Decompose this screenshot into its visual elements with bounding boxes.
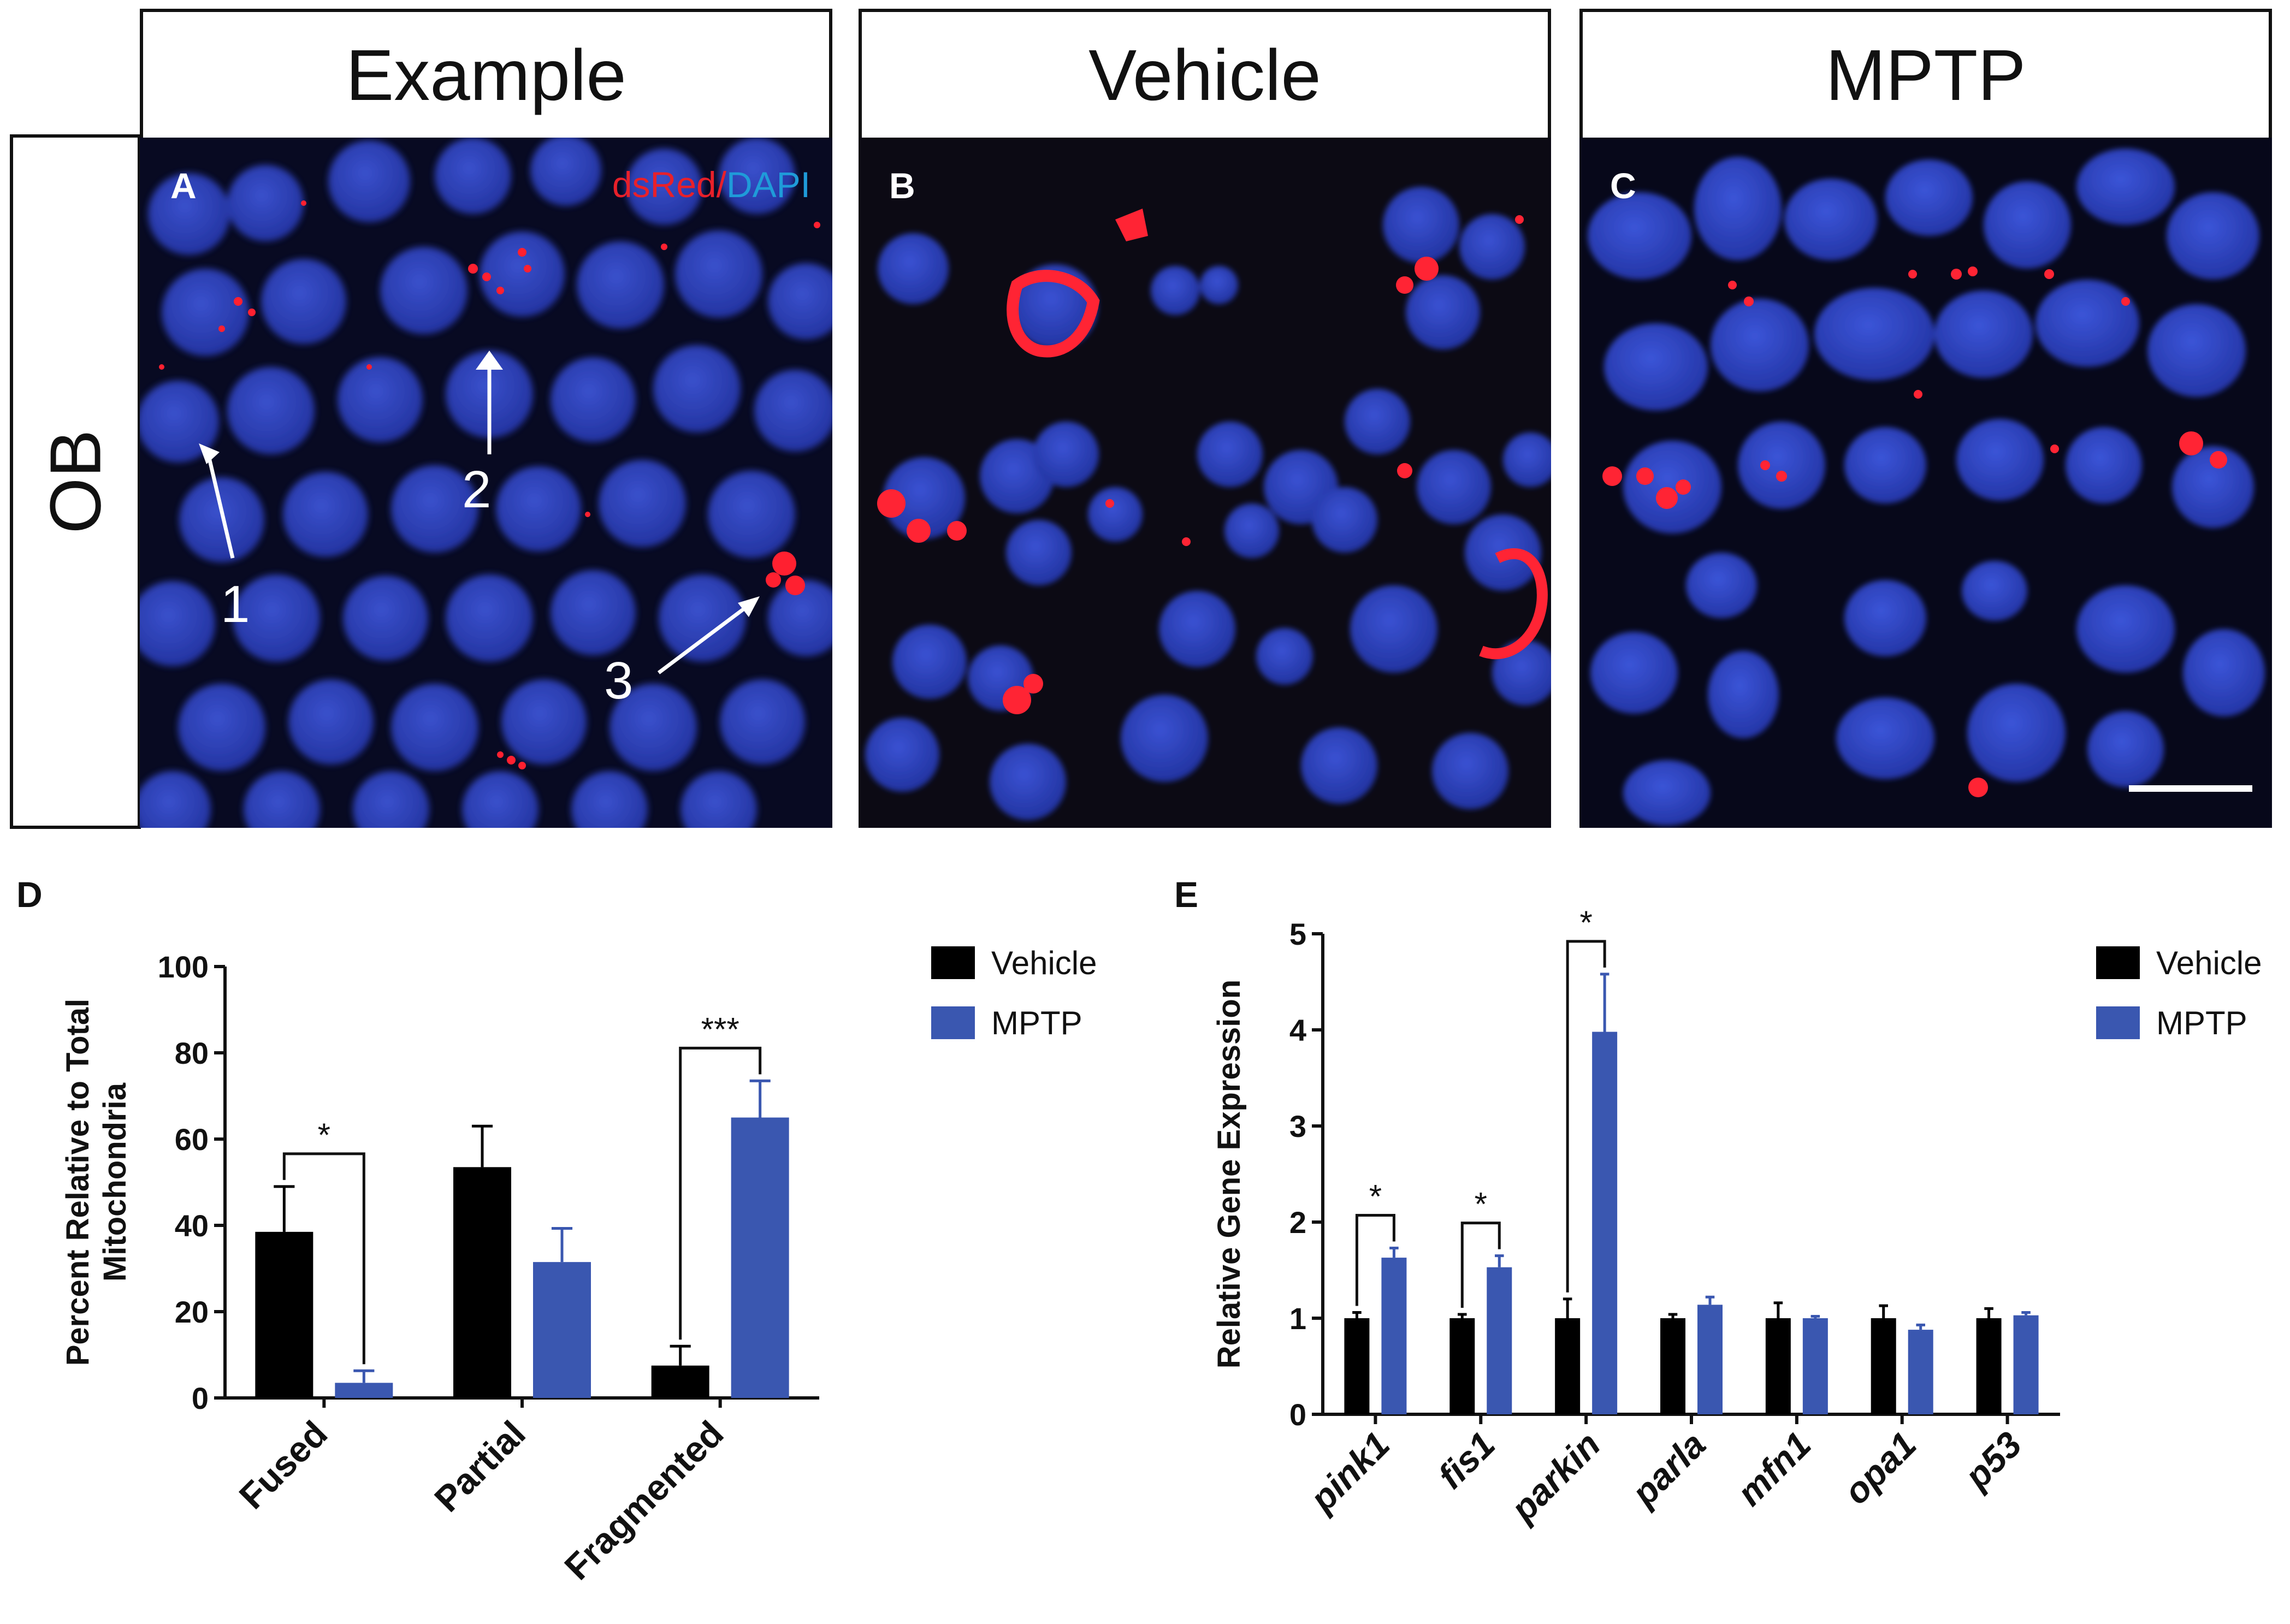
panel-a-label: A — [170, 165, 197, 206]
x-tick-label: mfn1 — [1729, 1424, 1819, 1514]
panel-e-label: E — [1174, 874, 1199, 915]
y-tick-label: 3 — [1289, 1109, 1306, 1143]
chart-e-svg: 0 1 2 3 4 5 pink1 fis1 parkin parla mfn1 opa1 p53 * * *… — [1211, 904, 2262, 1530]
y-tick-label: 60 — [175, 1122, 209, 1157]
stain-legend: dsRed/DAPI — [612, 164, 810, 205]
bar-vehicle — [1660, 1318, 1685, 1414]
y-axis-label: Relative Gene Expression — [1211, 980, 1247, 1368]
x-tick-label: Fragmented — [557, 1413, 731, 1587]
significance-marker: * — [318, 1117, 330, 1153]
legend-label-vehicle: Vehicle — [2156, 945, 2262, 981]
y-axis-label-line2: Mitochondria — [97, 1082, 133, 1282]
column-header-vehicle: Vehicle — [859, 9, 1551, 141]
y-tick-label: 4 — [1289, 1013, 1306, 1047]
bar-vehicle — [1555, 1318, 1581, 1414]
bar-vehicle — [1871, 1318, 1896, 1414]
x-tick-label: p53 — [1956, 1424, 2029, 1497]
legend-label-vehicle: Vehicle — [991, 945, 1097, 981]
significance-marker: * — [1369, 1178, 1382, 1215]
panel-d-label: D — [16, 874, 43, 915]
x-tick-label: parkin — [1502, 1424, 1608, 1530]
significance-marker: *** — [701, 1011, 739, 1047]
legend-swatch-mptp — [2096, 1006, 2140, 1039]
column-header-mptp: MPTP — [1579, 9, 2272, 141]
bar-mptp — [335, 1383, 393, 1398]
bar-mptp — [1381, 1258, 1407, 1414]
chart-d: 0 20 40 60 80 100 Fused Partial Fragmented * *** Pe… — [0, 852, 1147, 1621]
legend-label-mptp: MPTP — [991, 1005, 1082, 1041]
legend-swatch-mptp — [931, 1006, 975, 1039]
row-header-ob: OB — [10, 134, 141, 829]
bar-vehicle — [1765, 1318, 1791, 1414]
panel-b-label: B — [889, 165, 915, 206]
x-tick-label: opa1 — [1836, 1424, 1924, 1512]
bar-vehicle — [453, 1167, 511, 1398]
significance-bracket — [282, 1152, 365, 1365]
stain-blue-label: DAPI — [726, 164, 810, 205]
y-tick-label: 1 — [1289, 1301, 1306, 1336]
significance-marker: * — [1475, 1186, 1487, 1223]
significance-bracket — [1355, 1214, 1395, 1306]
significance-bracket — [1566, 940, 1606, 1293]
y-tick-label: 0 — [1289, 1397, 1306, 1432]
x-tick-label: parla — [1623, 1424, 1713, 1514]
column-header-example-text: Example — [346, 34, 626, 115]
column-header-example: Example — [140, 9, 832, 141]
y-tick-label: 20 — [175, 1295, 209, 1329]
panel-c-label: C — [1610, 165, 1636, 206]
bar-vehicle — [255, 1231, 313, 1398]
micrograph-panel-b: B — [859, 138, 1551, 828]
x-tick-label: Fused — [231, 1413, 335, 1517]
bar-vehicle — [1976, 1318, 2002, 1414]
bar-mptp — [1487, 1267, 1512, 1414]
y-tick-label: 5 — [1289, 917, 1306, 951]
bar-vehicle — [1449, 1318, 1475, 1414]
micrograph-a-image — [140, 138, 832, 828]
bar-mptp — [533, 1262, 591, 1398]
micrograph-c-image — [1579, 138, 2272, 828]
column-header-vehicle-text: Vehicle — [1088, 34, 1321, 115]
chart-e: 0 1 2 3 4 5 pink1 fis1 parkin parla mfn1 opa1 p53 * * *… — [1158, 852, 2290, 1621]
micrograph-panel-a: A dsRed/DAPI 1 2 3 — [140, 138, 832, 828]
bar-mptp — [1908, 1330, 1933, 1414]
bar-mptp — [731, 1117, 789, 1398]
legend-label-mptp: MPTP — [2156, 1005, 2247, 1041]
y-tick-label: 100 — [158, 950, 209, 984]
significance-bracket — [679, 1046, 762, 1340]
significance-marker: * — [1579, 904, 1592, 941]
micrograph-panel-c: C — [1579, 138, 2272, 828]
stain-sep: / — [716, 164, 726, 205]
micrograph-b-image — [859, 138, 1551, 828]
y-axis-label-line1: Percent Relative to Total — [60, 999, 96, 1366]
significance-bracket — [1460, 1222, 1501, 1308]
bar-vehicle — [651, 1365, 709, 1398]
row-header-ob-text: OB — [35, 429, 116, 534]
arrow-label-3: 3 — [604, 651, 634, 710]
stain-red-label: dsRed — [612, 164, 717, 205]
y-tick-label: 80 — [175, 1036, 209, 1070]
bar-mptp — [1592, 1032, 1618, 1414]
bar-vehicle — [1344, 1318, 1370, 1414]
bar-mptp — [2013, 1315, 2039, 1414]
y-tick-label: 40 — [175, 1208, 209, 1243]
x-tick-label: Partial — [427, 1413, 533, 1520]
column-header-mptp-text: MPTP — [1825, 34, 2026, 115]
x-tick-label: fis1 — [1430, 1424, 1502, 1497]
y-tick-label: 2 — [1289, 1205, 1306, 1240]
arrow-label-2: 2 — [462, 460, 492, 519]
y-tick-label: 0 — [192, 1381, 209, 1415]
legend-swatch-vehicle — [2096, 946, 2140, 979]
legend-swatch-vehicle — [931, 946, 975, 979]
x-tick-label: pink1 — [1301, 1424, 1398, 1520]
bar-mptp — [1697, 1305, 1723, 1414]
bar-mptp — [1802, 1318, 1828, 1414]
arrow-label-1: 1 — [221, 575, 250, 633]
scale-bar — [2129, 785, 2252, 792]
